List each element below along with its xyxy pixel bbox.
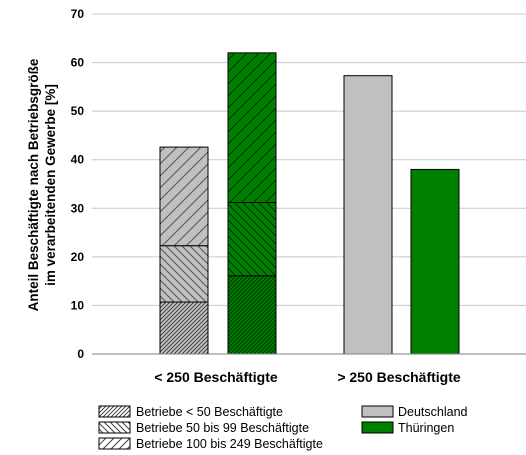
legend-label: Betriebe 100 bis 249 Beschäftigte (136, 437, 323, 451)
y-axis-ticks: 0 10 20 30 40 50 60 70 (71, 7, 85, 361)
y-tick-label: 20 (71, 250, 85, 264)
y-tick-label: 50 (71, 104, 85, 118)
y-axis-label-line2: im verarbeitenden Gewerbe [%] (43, 84, 58, 286)
legend: Betriebe < 50 Beschäftigte Betriebe 50 bi… (98, 405, 468, 451)
legend-swatch-fwd (98, 437, 131, 450)
bar-segment-deutschland-fwd (159, 146, 209, 247)
legend-label: Betriebe < 50 Beschäftigte (136, 405, 283, 419)
gridlines (92, 13, 526, 306)
bars (159, 52, 460, 355)
legend-label: Betriebe 50 bis 99 Beschäftigte (136, 421, 309, 435)
x-axis-categories: < 250 Beschäftigte > 250 Beschäftigte (154, 369, 461, 385)
y-axis-label-line1: Anteil Beschäftigte nach Betriebsgröße (26, 58, 41, 311)
y-tick-label: 40 (71, 153, 85, 167)
bar-segment-thüringen-fwd (227, 52, 277, 203)
y-tick-label: 10 (71, 298, 85, 312)
legend-label: Deutschland (398, 405, 468, 419)
bar-segment-deutschland-back (159, 245, 209, 303)
bar-thüringen-large (410, 168, 460, 355)
bar-segment-thüringen-back (227, 201, 277, 277)
x-category-label: > 250 Beschäftigte (337, 369, 461, 385)
legend-swatch-thüringen (361, 421, 394, 434)
legend-swatch-dense (98, 405, 131, 418)
bar-segment-deutschland-dense (159, 301, 209, 355)
bar-deutschland-large (343, 75, 393, 355)
x-category-label: < 250 Beschäftigte (154, 369, 278, 385)
legend-swatch-deutschland (361, 405, 394, 418)
legend-swatch-back (98, 421, 131, 434)
bar-segment-thüringen-dense (227, 275, 277, 355)
y-tick-label: 60 (71, 56, 85, 70)
y-tick-label: 70 (71, 7, 85, 21)
y-tick-label: 0 (77, 347, 84, 361)
y-tick-label: 30 (71, 201, 85, 215)
legend-label: Thüringen (398, 421, 454, 435)
